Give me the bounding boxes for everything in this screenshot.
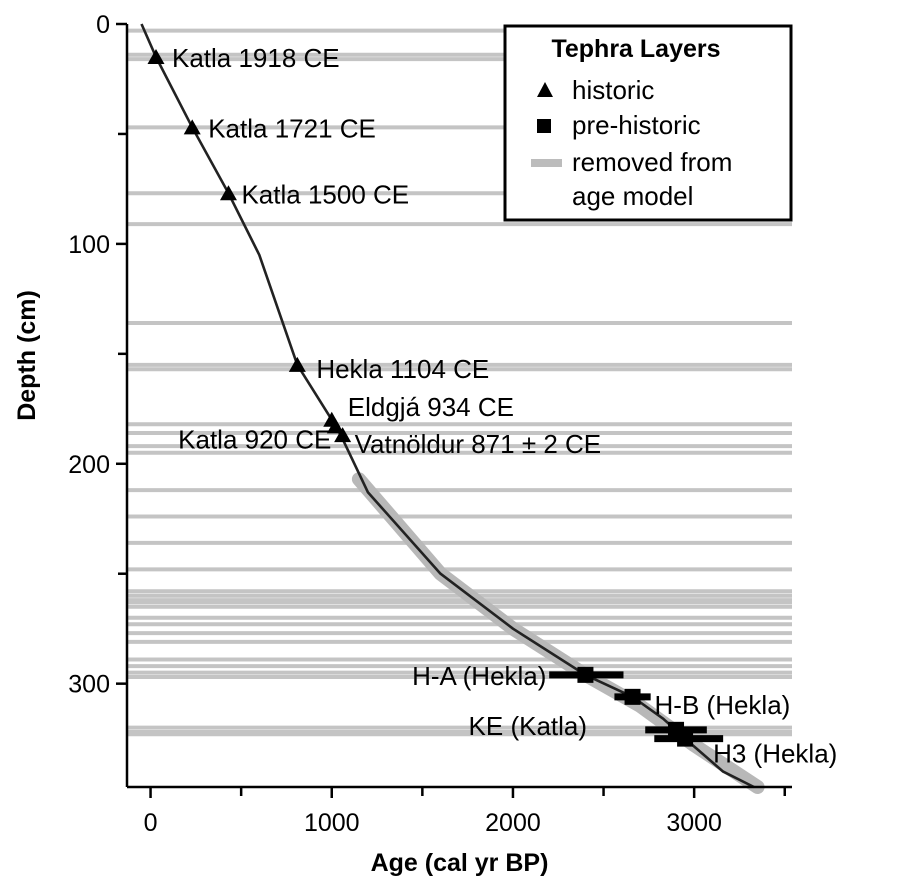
legend-label-historic: historic — [572, 75, 654, 105]
historic-tephra-marker — [147, 48, 165, 64]
legend-label-removed: removed from — [572, 147, 732, 177]
tephra-label: Hekla 1104 CE — [316, 354, 489, 384]
legend: Tephra Layers historic pre-historic removed… — [503, 24, 793, 222]
prehistoric-tephra-marker — [677, 730, 694, 747]
historic-tephra-marker — [288, 356, 306, 372]
tephra-label: Katla 1918 CE — [172, 43, 340, 73]
x-tick-label: 3000 — [666, 809, 722, 837]
legend-label-removed: age model — [572, 181, 693, 211]
y-tick-label: 0 — [96, 11, 110, 39]
legend-square-icon — [537, 119, 551, 133]
x-axis-title: Age (cal yr BP) — [371, 849, 549, 877]
x-tick-label: 1000 — [304, 809, 360, 837]
tephra-label: H-B (Hekla) — [655, 690, 791, 720]
tephra-label: Katla 1500 CE — [241, 179, 409, 209]
tephra-label: Eldgjá 934 CE — [348, 392, 514, 422]
legend-label-prehistoric: pre-historic — [572, 110, 701, 140]
historic-tephra-marker — [326, 418, 344, 434]
tephra-label: H-A (Hekla) — [412, 661, 546, 691]
historic-tephra-marker — [183, 119, 201, 135]
prehistoric-tephra-marker — [624, 688, 641, 705]
markers-group — [147, 48, 694, 747]
x-tick-label: 0 — [144, 809, 158, 837]
legend-title: Tephra Layers — [551, 35, 720, 63]
y-tick-label: 100 — [68, 231, 110, 259]
prehistoric-tephra-marker — [577, 666, 594, 683]
historic-tephra-marker — [219, 185, 237, 201]
tephra-label: H3 (Hekla) — [713, 739, 837, 769]
tephra-label: Katla 920 CE — [178, 424, 331, 454]
historic-tephra-marker — [334, 427, 352, 443]
tephra-label: Katla 1721 CE — [208, 113, 376, 143]
legend-box — [503, 24, 793, 222]
tephra-label: Vatnöldur 871 ± 2 CE — [355, 429, 602, 459]
x-tick-label: 2000 — [485, 809, 541, 837]
tephra-label: KE (Katla) — [469, 711, 588, 741]
annotations-group: Katla 1918 CE Katla 1721 CE Katla 1500 CE H… — [172, 43, 837, 769]
y-axis-title: Depth (cm) — [13, 290, 41, 421]
legend-triangle-icon — [537, 82, 553, 97]
y-tick-label: 300 — [68, 671, 110, 699]
y-tick-label: 200 — [68, 451, 110, 479]
